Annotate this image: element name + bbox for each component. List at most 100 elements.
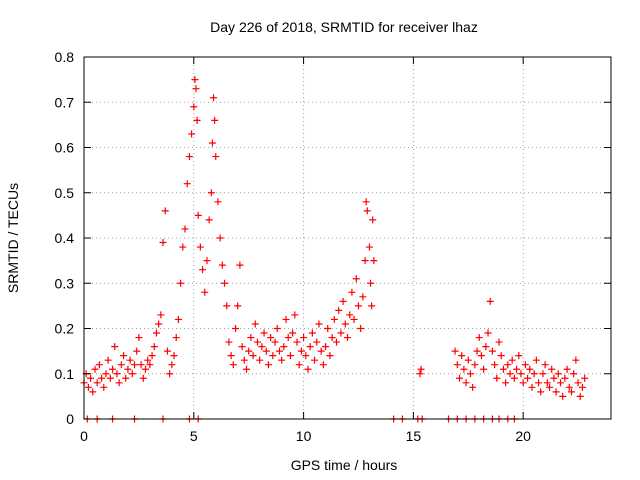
- data-point: [451, 347, 459, 355]
- plot-frame: [83, 56, 612, 420]
- data-point: [359, 293, 367, 301]
- data-point: [260, 329, 268, 337]
- data-point: [304, 365, 312, 373]
- data-point: [480, 365, 488, 373]
- data-point: [521, 361, 529, 369]
- data-point: [278, 356, 286, 364]
- data-point: [504, 361, 512, 369]
- x-tick-label: 15: [406, 428, 422, 444]
- x-axis-ticks: 0 5 10 15 20: [80, 57, 531, 444]
- data-point: [469, 383, 477, 391]
- data-point: [174, 315, 182, 323]
- data-point: [157, 311, 165, 319]
- data-point: [247, 334, 255, 342]
- data-point: [271, 338, 279, 346]
- data-point: [199, 266, 207, 274]
- data-point: [313, 338, 321, 346]
- y-tick-label: 0.8: [55, 49, 75, 65]
- data-point: [275, 347, 283, 355]
- data-point: [530, 370, 538, 378]
- data-point: [181, 225, 189, 233]
- data-point: [159, 239, 167, 247]
- data-point: [295, 361, 303, 369]
- data-point: [113, 370, 121, 378]
- data-point: [576, 392, 584, 400]
- data-point: [179, 243, 187, 251]
- data-point: [548, 365, 556, 373]
- data-point: [115, 379, 123, 387]
- data-point: [453, 361, 461, 369]
- data-point: [139, 374, 147, 382]
- data-point: [196, 243, 204, 251]
- data-point: [416, 370, 424, 378]
- y-tick-label: 0.1: [55, 366, 75, 382]
- data-point: [126, 356, 134, 364]
- data-point: [191, 76, 199, 84]
- data-point: [137, 361, 145, 369]
- data-point: [491, 361, 499, 369]
- data-point: [524, 374, 532, 382]
- data-point: [574, 379, 582, 387]
- data-point: [519, 379, 527, 387]
- data-point: [256, 356, 264, 364]
- data-point: [234, 302, 242, 310]
- data-point: [497, 352, 505, 360]
- data-point: [238, 343, 246, 351]
- data-point: [155, 320, 163, 328]
- data-point: [365, 243, 373, 251]
- data-point: [502, 379, 510, 387]
- data-point: [253, 338, 261, 346]
- data-point: [537, 388, 545, 396]
- data-point: [251, 320, 259, 328]
- data-point: [120, 352, 128, 360]
- data-point: [192, 85, 200, 93]
- data-point: [315, 320, 323, 328]
- data-point: [578, 383, 586, 391]
- data-point: [185, 153, 193, 161]
- data-point: [368, 302, 376, 310]
- data-point: [539, 370, 547, 378]
- data-point: [362, 198, 370, 206]
- data-point: [517, 370, 525, 378]
- data-point: [348, 288, 356, 296]
- y-tick-label: 0.5: [55, 185, 75, 201]
- grid-lines: [84, 57, 611, 419]
- data-point: [194, 211, 202, 219]
- data-point: [333, 338, 341, 346]
- data-point: [324, 325, 332, 332]
- data-point: [460, 365, 468, 373]
- data-point: [161, 207, 169, 215]
- data-point: [106, 374, 114, 382]
- data-point: [218, 261, 226, 269]
- data-point: [532, 356, 540, 364]
- data-point: [484, 329, 492, 337]
- data-point: [269, 352, 277, 360]
- y-tick-label: 0.2: [55, 321, 75, 337]
- data-point: [302, 352, 310, 360]
- data-point: [319, 361, 327, 369]
- data-point: [93, 379, 101, 387]
- data-point: [346, 311, 354, 319]
- data-point: [216, 234, 224, 242]
- data-point: [535, 379, 543, 387]
- data-point: [515, 352, 523, 360]
- data-point: [322, 343, 330, 351]
- data-point: [170, 352, 178, 360]
- data-point: [128, 370, 136, 378]
- data-point: [207, 189, 215, 197]
- data-point: [361, 257, 369, 265]
- data-point: [229, 361, 237, 369]
- data-point: [117, 361, 125, 369]
- data-point: [417, 365, 425, 373]
- data-point: [102, 370, 110, 378]
- data-point: [212, 153, 220, 161]
- y-axis-label: SRMTID / TECUs: [5, 183, 21, 293]
- y-tick-label: 0.4: [55, 230, 75, 246]
- data-point: [214, 198, 222, 206]
- data-point: [203, 257, 211, 265]
- data-point: [291, 311, 299, 319]
- data-point: [466, 370, 474, 378]
- data-point: [166, 370, 174, 378]
- x-tick-label: 5: [190, 428, 198, 444]
- data-point: [370, 257, 378, 265]
